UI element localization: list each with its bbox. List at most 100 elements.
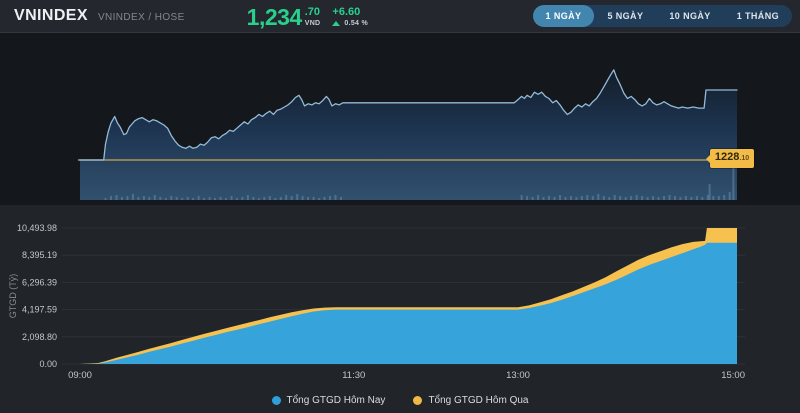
volume-bar: [257, 198, 260, 200]
volume-bar: [153, 195, 156, 200]
volume-bar: [580, 196, 583, 200]
index-title: VNINDEX: [14, 7, 88, 24]
volume-bar: [175, 197, 178, 200]
up-arrow-icon: [332, 20, 341, 26]
volume-bar: [542, 197, 545, 200]
volume-bar: [619, 196, 622, 200]
volume-bar: [668, 195, 671, 200]
volume-bar: [192, 198, 195, 200]
volume-bar: [641, 196, 644, 200]
volume-bar: [624, 197, 627, 200]
x-tick-label: 13:00: [506, 370, 530, 381]
y-tick-label: 6,296.39: [22, 277, 57, 287]
volume-bar: [728, 192, 731, 200]
volume-bar: [208, 197, 211, 200]
price-chart[interactable]: 1228.10: [0, 33, 800, 205]
volume-bar: [340, 197, 342, 200]
volume-bar: [586, 195, 589, 200]
volume-bar: [608, 197, 611, 200]
volume-bar: [575, 197, 578, 200]
volume-bar: [121, 197, 123, 200]
volume-bar: [564, 197, 567, 200]
range-button-10-ngày[interactable]: 10 NGÀY: [669, 11, 711, 21]
price-change-percent: 0.54 %: [344, 19, 369, 27]
volume-bar: [613, 195, 616, 200]
price-area-fill: [80, 69, 737, 201]
volume-bar: [235, 198, 238, 200]
volume-bar: [708, 184, 711, 200]
x-tick-label: 15:00: [721, 370, 745, 381]
y-tick-label: 8,395.19: [22, 250, 57, 260]
y-tick-label: 2,098.80: [22, 332, 57, 342]
volume-bar: [301, 196, 304, 200]
y-tick-label: 10,493.98: [17, 223, 57, 233]
volume-bar: [652, 196, 654, 200]
volume-bar: [252, 197, 255, 200]
volume-bar: [334, 195, 337, 200]
volume-bar: [203, 198, 206, 200]
volume-bar: [110, 196, 112, 200]
chart-legend: Tổng GTGD Hôm Nay Tổng GTGD Hôm Qua: [0, 395, 800, 406]
legend-dot-icon: [413, 396, 423, 405]
volume-bar: [591, 196, 594, 200]
volume-bar: [104, 198, 107, 200]
legend-label: Tổng GTGD Hôm Nay: [286, 395, 386, 406]
volume-bar: [268, 196, 271, 200]
x-tick-label: 09:00: [68, 370, 92, 381]
volume-bar: [602, 196, 605, 200]
price-quote: 1,234 .70 VND +6.60 0.54 %: [246, 3, 369, 30]
currency-label: VND: [304, 19, 321, 27]
volume-bar: [115, 195, 118, 200]
volume-bar: [526, 196, 529, 200]
volume-bar: [679, 197, 682, 200]
volume-bar: [712, 196, 715, 200]
volume-bar: [569, 196, 572, 200]
volume-bar: [690, 197, 693, 200]
volume-bar: [732, 160, 735, 200]
reference-price-dec: .10: [739, 155, 750, 162]
legend-item-today[interactable]: Tổng GTGD Hôm Nay: [271, 395, 386, 406]
price-chart-canvas[interactable]: [0, 33, 800, 205]
turnover-chart[interactable]: 0.00 2,098.80 4,197.59 6,296.39 8,395.19 10,4…: [0, 205, 800, 413]
volume-bar: [126, 196, 129, 200]
range-button-1-ngày[interactable]: 1 NGÀY: [532, 5, 595, 27]
y-tick-label: 4,197.59: [22, 305, 57, 315]
price-line: [79, 69, 738, 161]
volume-bar: [553, 197, 556, 200]
volume-bar: [131, 194, 134, 200]
volume-bar: [663, 196, 665, 200]
volume-bar: [548, 196, 550, 200]
volume-bar: [537, 195, 540, 200]
y-axis-title: GTGD (Tỷ): [8, 274, 18, 319]
time-range-selector: 1 NGÀY 5 NGÀY 10 NGÀY 1 THÁNG: [532, 5, 792, 27]
header-bar: VNINDEX VNINDEX / HOSE 1,234 .70 VND +6.…: [0, 0, 800, 33]
legend-label: Tổng GTGD Hôm Qua: [428, 395, 529, 406]
volume-bar: [225, 198, 227, 200]
volume-bar: [230, 196, 233, 200]
volume-bar: [312, 197, 315, 200]
volume-bar: [159, 197, 162, 200]
volume-bar: [646, 197, 649, 200]
area-today: [80, 242, 737, 364]
volume-bar: [673, 196, 676, 200]
range-button-1-tháng[interactable]: 1 THÁNG: [736, 11, 779, 21]
legend-item-yesterday[interactable]: Tổng GTGD Hôm Qua: [413, 395, 528, 406]
volume-bar: [701, 197, 704, 200]
volume-bar: [274, 198, 277, 200]
reference-price-badge: 1228.10: [706, 149, 754, 168]
volume-bar: [181, 198, 184, 200]
volume-bar: [635, 195, 638, 200]
volume-bar: [597, 194, 600, 200]
volume-bar: [323, 197, 326, 200]
price-value: 1,234: [246, 3, 303, 30]
range-button-5-ngày[interactable]: 5 NGÀY: [607, 11, 644, 21]
volume-bar: [318, 198, 321, 200]
volume-bar: [148, 197, 151, 200]
turnover-chart-canvas[interactable]: 0.00 2,098.80 4,197.59 6,296.39 8,395.19 10,4…: [0, 205, 800, 413]
volume-bar: [531, 197, 534, 200]
volume-bar: [706, 195, 709, 200]
reference-price-int: 1228: [714, 151, 740, 163]
price-decimals: .70: [304, 5, 321, 18]
volume-bar: [290, 196, 293, 200]
x-tick-label: 11:30: [342, 370, 365, 381]
